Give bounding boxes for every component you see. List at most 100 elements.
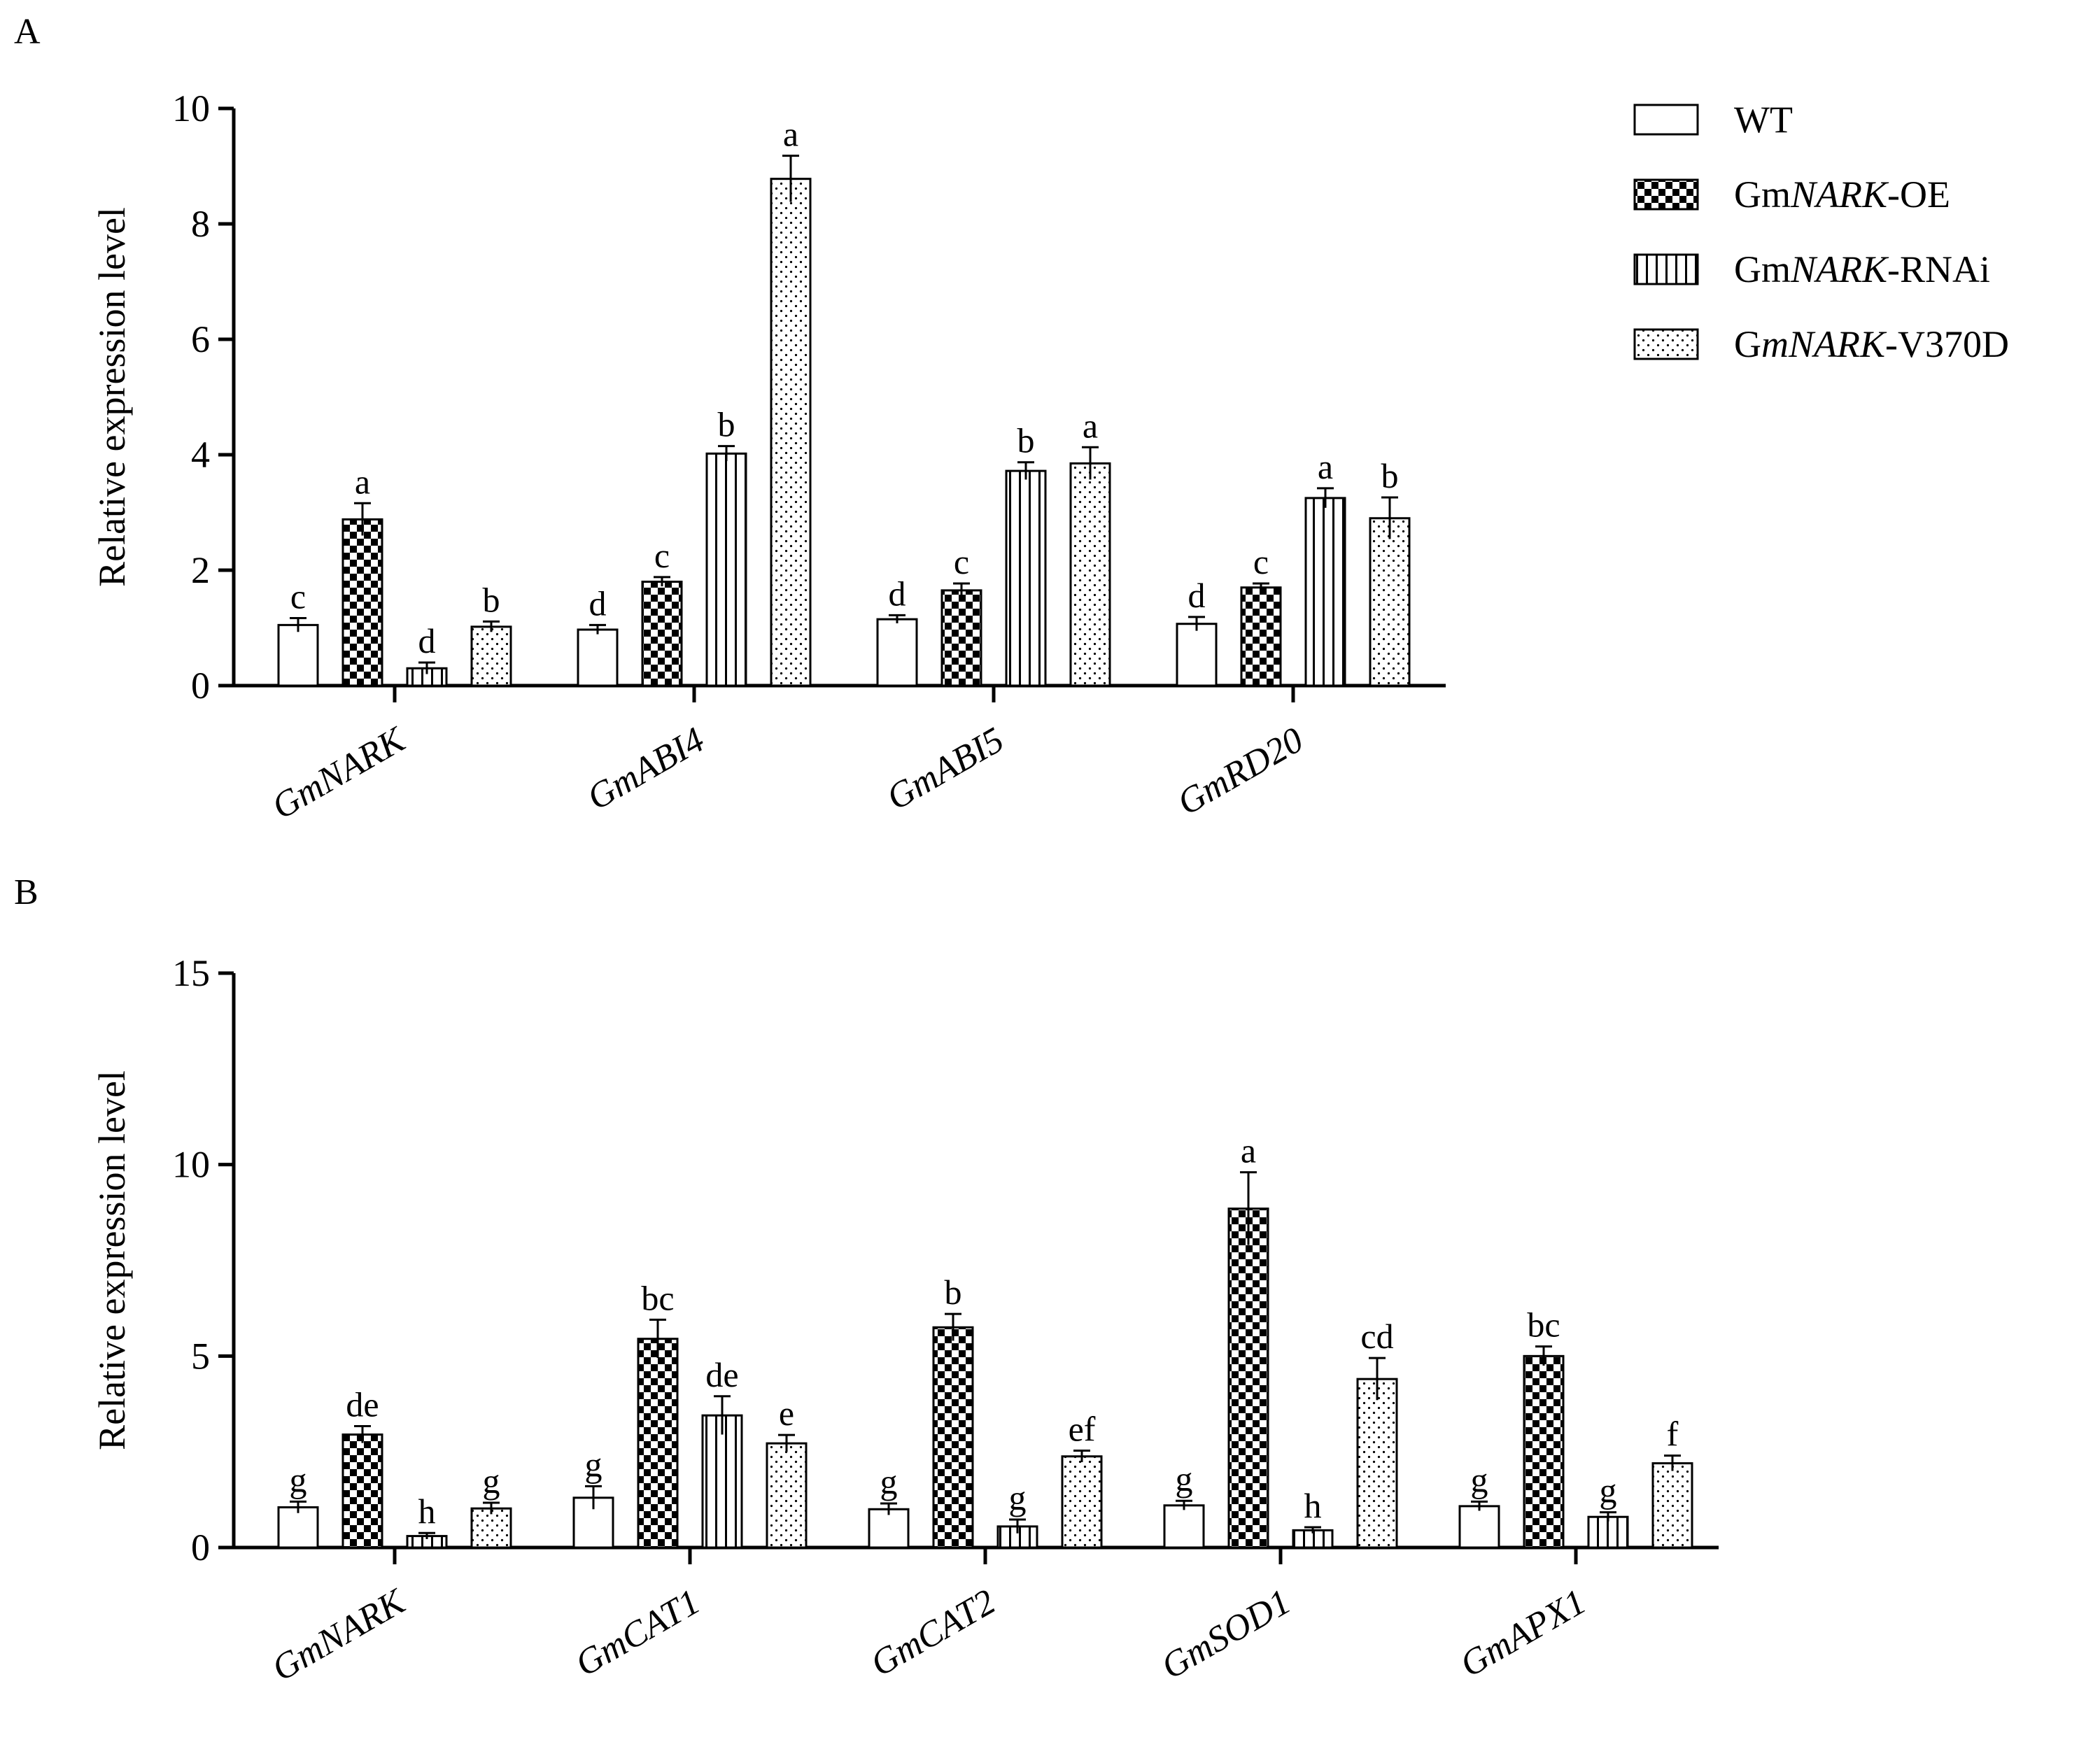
bar xyxy=(1523,1354,1565,1549)
significance-label: g xyxy=(880,1462,898,1501)
y-tick-label: 15 xyxy=(172,952,210,994)
significance-label: de xyxy=(705,1355,738,1394)
significance-label: c xyxy=(290,576,306,616)
significance-label: c xyxy=(1253,542,1269,581)
significance-label: bc xyxy=(1527,1305,1560,1345)
significance-label: d xyxy=(418,621,436,660)
bar xyxy=(1304,497,1346,687)
legend-swatch xyxy=(1633,253,1699,285)
significance-label: g xyxy=(290,1460,307,1499)
significance-label: b xyxy=(718,405,735,444)
bar xyxy=(940,589,982,687)
x-tick-label: GmNARK xyxy=(265,719,413,828)
chart-a: 0 2 4 6 8 10 Relative expression level GmNARK c a… xyxy=(91,87,1446,827)
bar xyxy=(470,625,512,687)
bar xyxy=(637,1338,679,1549)
significance-label: b xyxy=(483,580,500,619)
bar xyxy=(705,452,747,687)
bar xyxy=(341,1433,383,1549)
bar xyxy=(1356,1378,1398,1549)
significance-label: f xyxy=(1667,1415,1679,1454)
significance-label: b xyxy=(945,1273,962,1312)
bar xyxy=(1458,1505,1500,1549)
significance-label: d xyxy=(589,583,607,623)
significance-label: g xyxy=(585,1445,602,1484)
bar xyxy=(932,1326,974,1549)
y-tick-label: 5 xyxy=(191,1335,210,1377)
bar xyxy=(770,178,812,687)
legend-swatch xyxy=(1633,328,1699,360)
bar xyxy=(1369,517,1411,687)
significance-label: g xyxy=(1471,1460,1488,1499)
x-tick-label: GmRD20 xyxy=(1171,720,1310,823)
x-tick-label: GmCAT2 xyxy=(864,1582,1002,1685)
y-tick-label: 6 xyxy=(191,318,210,360)
bar xyxy=(577,628,619,687)
significance-label: g xyxy=(1009,1478,1027,1517)
significance-label: h xyxy=(418,1492,436,1531)
x-tick-label: GmABI5 xyxy=(880,720,1010,818)
significance-label: a xyxy=(1241,1131,1256,1170)
bar xyxy=(470,1507,512,1549)
bar xyxy=(1005,469,1047,687)
bar xyxy=(1061,1455,1103,1549)
x-tick-label: GmABI4 xyxy=(581,720,711,818)
significance-label: g xyxy=(1600,1471,1617,1510)
y-tick-label: 10 xyxy=(172,1144,210,1186)
significance-label: a xyxy=(355,462,370,501)
bar xyxy=(1163,1504,1205,1549)
y-tick-label: 10 xyxy=(172,87,210,129)
y-tick-label: 0 xyxy=(191,1527,210,1569)
bar xyxy=(1069,462,1111,687)
significance-label: c xyxy=(954,542,969,581)
bar xyxy=(766,1442,808,1549)
panel-label-b: B xyxy=(14,872,38,912)
significance-label: a xyxy=(1318,447,1333,486)
legend: WT GmNARK-OE GmNARK-RNAi GmNARK-V370D xyxy=(1633,99,2009,365)
panel-label-a: A xyxy=(14,12,41,52)
bar xyxy=(868,1508,910,1549)
y-tick-label: 8 xyxy=(191,203,210,245)
y-tick-label: 2 xyxy=(191,549,210,591)
x-tick-label: GmSOD1 xyxy=(1155,1582,1297,1687)
legend-label: WT xyxy=(1734,99,1793,141)
legend-label: GmNARK-OE xyxy=(1734,174,1950,215)
bar xyxy=(701,1414,743,1549)
significance-label: c xyxy=(654,536,670,575)
bar xyxy=(341,518,383,687)
bar xyxy=(876,618,918,687)
bar xyxy=(641,581,683,687)
x-tick-label: GmAPX1 xyxy=(1453,1582,1593,1685)
bar xyxy=(277,1506,319,1549)
significance-label: cd xyxy=(1360,1317,1393,1356)
significance-label: e xyxy=(779,1394,794,1433)
significance-label: ef xyxy=(1069,1410,1096,1449)
y-axis-label: Relative expression level xyxy=(91,207,133,587)
bar xyxy=(1176,623,1218,687)
bar xyxy=(1651,1462,1693,1549)
bar xyxy=(406,667,448,687)
significance-label: b xyxy=(1017,421,1035,460)
bar xyxy=(1227,1208,1269,1549)
bar xyxy=(277,623,319,687)
significance-label: a xyxy=(783,115,798,154)
y-axis-label: Relative expression level xyxy=(91,1070,133,1450)
significance-label: g xyxy=(1176,1459,1193,1499)
significance-label: bc xyxy=(641,1278,674,1317)
x-tick-label: GmNARK xyxy=(265,1581,413,1690)
significance-label: h xyxy=(1304,1486,1322,1525)
x-tick-label: GmCAT1 xyxy=(569,1582,707,1685)
legend-label: GmNARK-RNAi xyxy=(1734,248,1990,290)
significance-label: a xyxy=(1083,406,1098,445)
legend-swatch xyxy=(1633,104,1699,136)
y-tick-label: 0 xyxy=(191,665,210,707)
y-tick-label: 4 xyxy=(191,434,210,476)
significance-label: d xyxy=(889,574,906,613)
legend-label: GmNARK-V370D xyxy=(1734,323,2009,365)
legend-swatch xyxy=(1633,178,1699,211)
significance-label: g xyxy=(483,1461,500,1501)
significance-label: de xyxy=(346,1385,379,1424)
bar xyxy=(1240,586,1282,687)
